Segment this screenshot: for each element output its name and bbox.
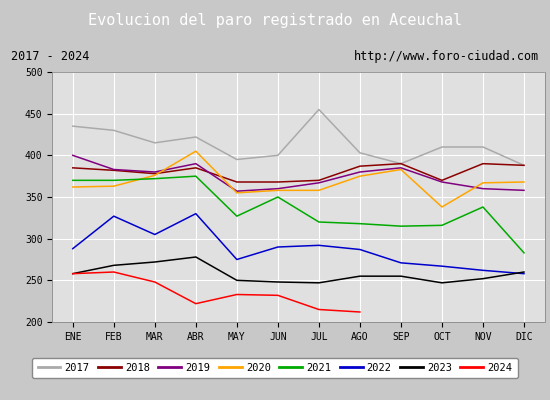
Text: Evolucion del paro registrado en Aceuchal: Evolucion del paro registrado en Aceucha…: [88, 14, 462, 28]
Text: 2017 - 2024: 2017 - 2024: [11, 50, 89, 63]
Legend: 2017, 2018, 2019, 2020, 2021, 2022, 2023, 2024: 2017, 2018, 2019, 2020, 2021, 2022, 2023…: [32, 358, 518, 378]
Text: http://www.foro-ciudad.com: http://www.foro-ciudad.com: [354, 50, 539, 63]
